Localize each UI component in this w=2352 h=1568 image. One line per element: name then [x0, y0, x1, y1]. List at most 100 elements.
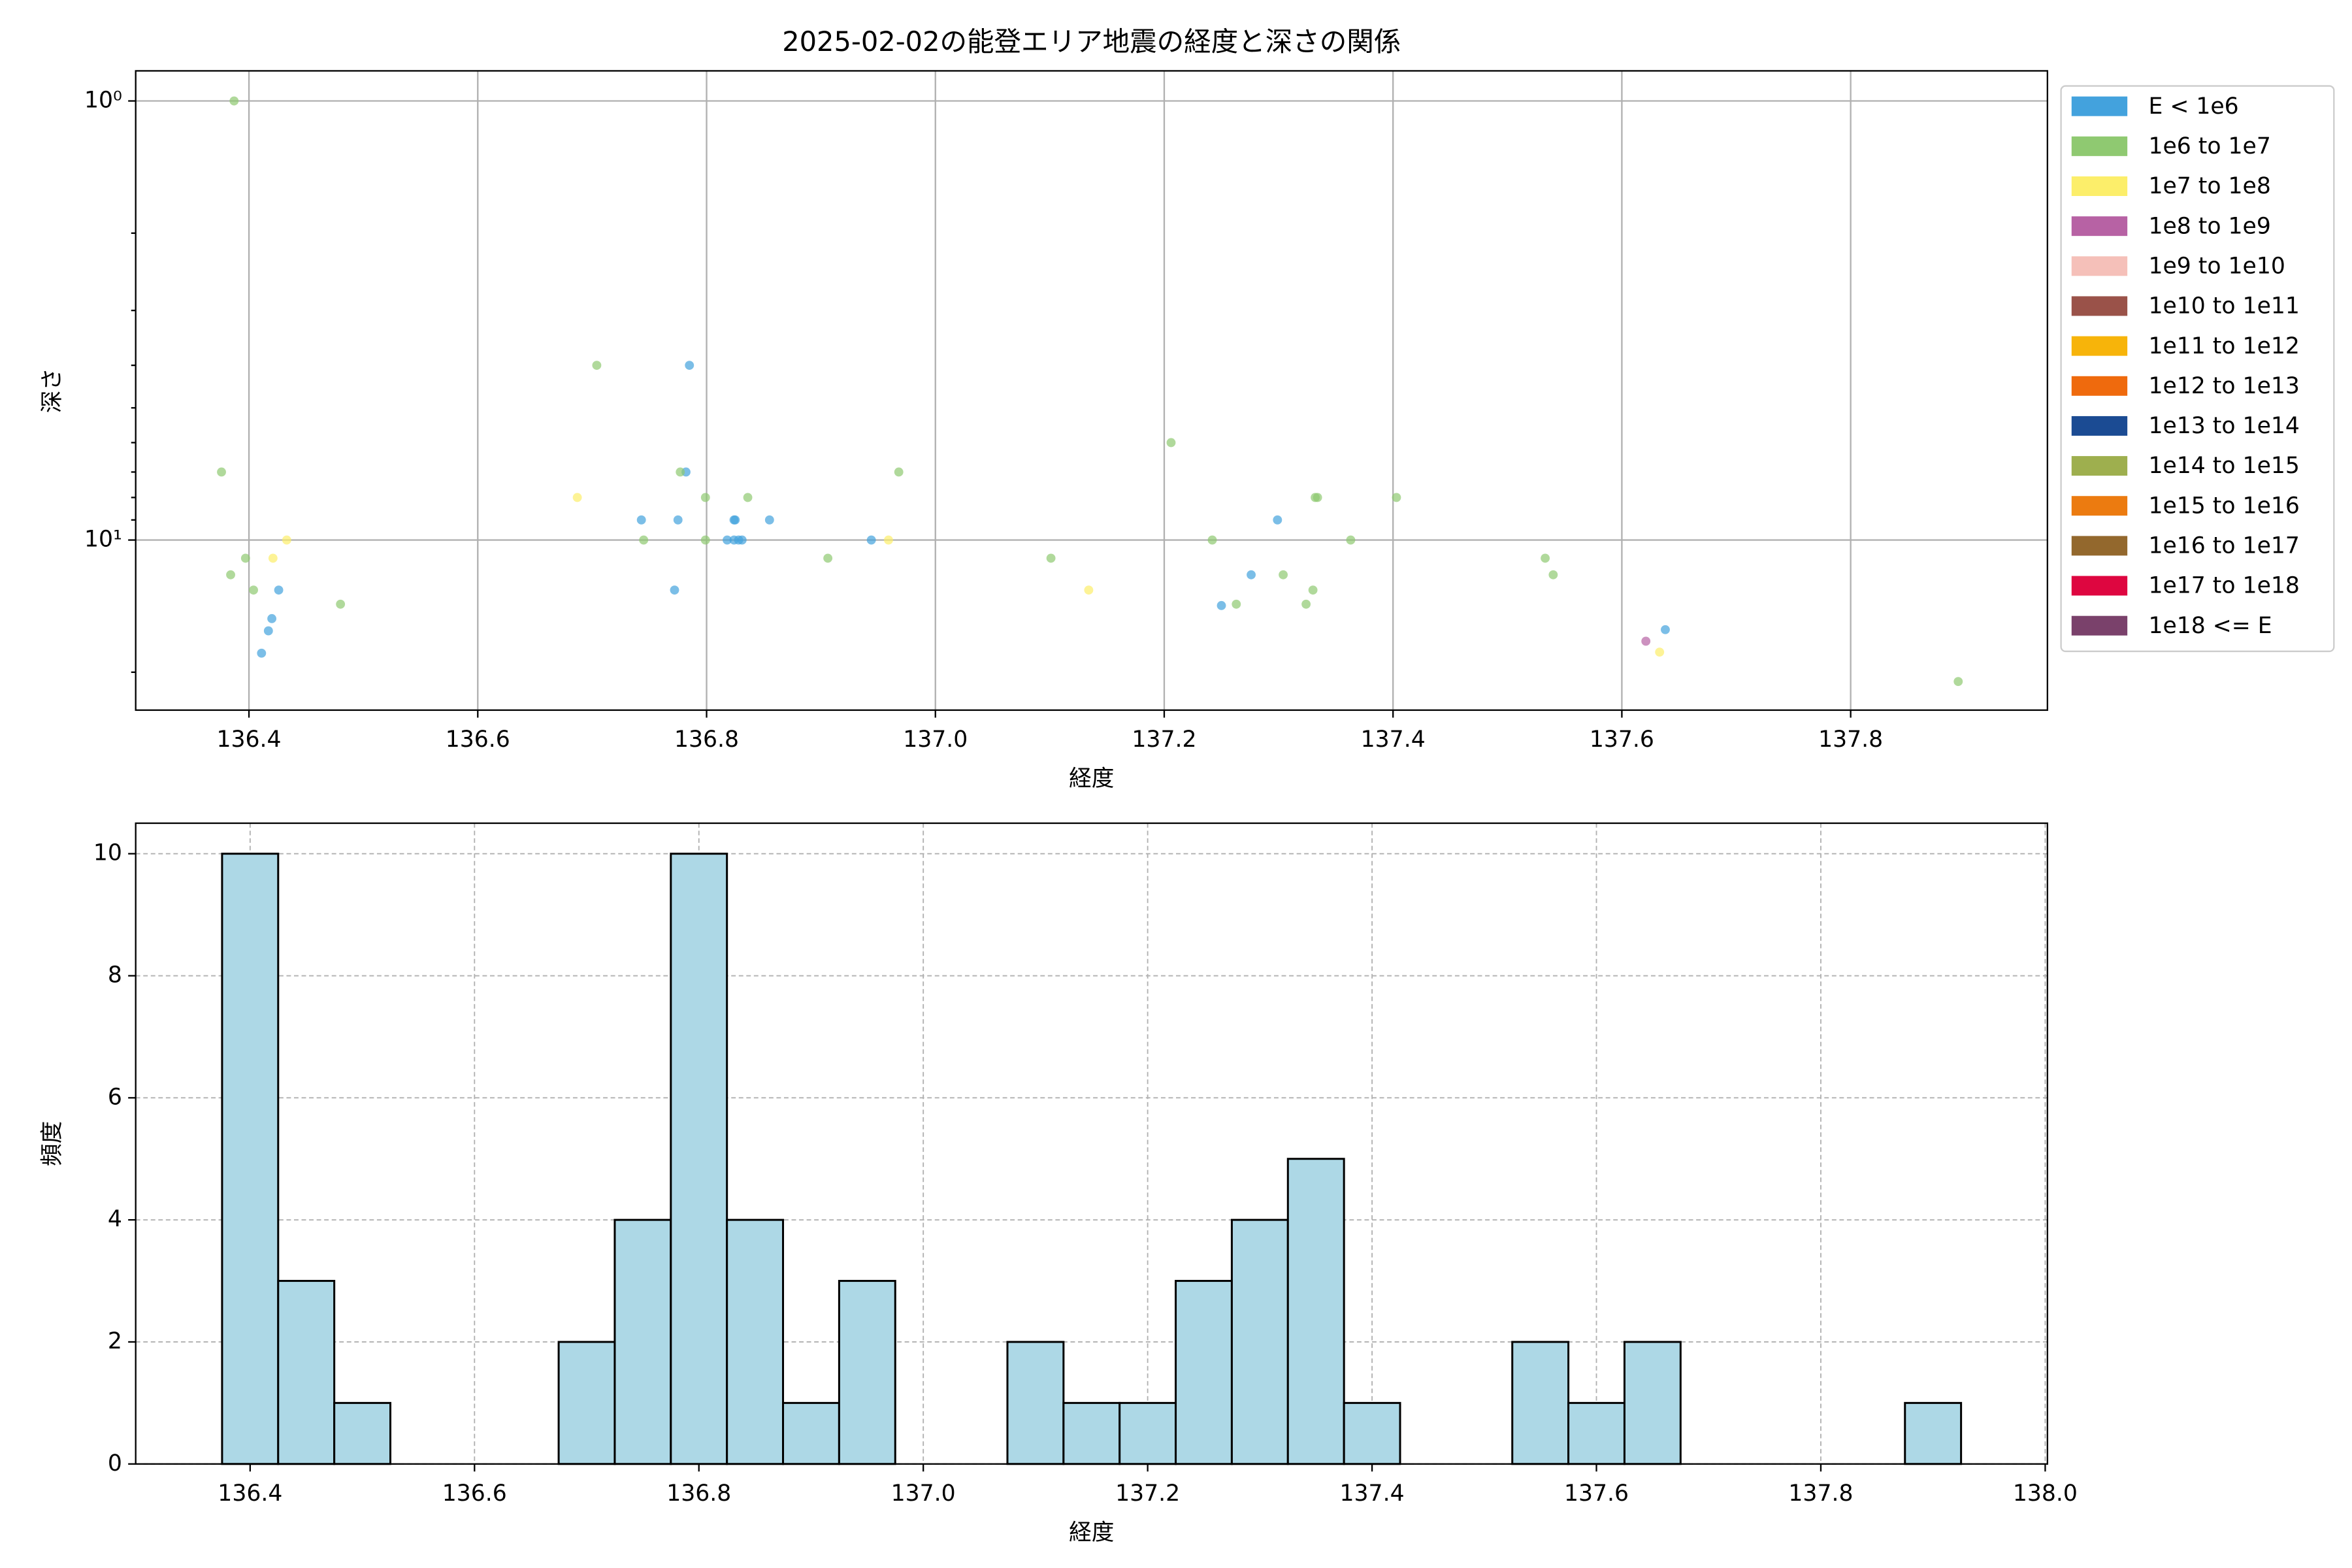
point	[217, 467, 226, 477]
x-tick-label: 136.6	[446, 727, 510, 753]
x-axis-label: 経度	[1069, 1520, 1114, 1546]
point	[1217, 600, 1226, 610]
x-tick-label: 136.4	[217, 727, 282, 753]
bar	[1904, 1401, 1963, 1465]
point	[636, 515, 646, 525]
x-tick-label: 137.6	[1590, 727, 1654, 753]
point	[282, 535, 291, 545]
legend-swatch	[2071, 576, 2128, 596]
legend-swatch	[2071, 96, 2128, 116]
bar	[333, 1401, 392, 1465]
bar	[1119, 1401, 1177, 1465]
legend-label: 1e16 to 1e17	[2148, 533, 2299, 559]
x-tick-label: 136.8	[674, 727, 739, 753]
point	[685, 361, 694, 370]
x-tick-label: 136.6	[442, 1480, 507, 1507]
bar	[1006, 1341, 1065, 1465]
y-tick-label: 10⁰	[84, 88, 122, 114]
point	[737, 535, 747, 545]
point	[1641, 636, 1651, 646]
point	[1392, 493, 1401, 502]
point	[267, 613, 277, 623]
bar	[1230, 1218, 1289, 1465]
point	[1301, 599, 1311, 609]
point	[1346, 535, 1356, 545]
point	[639, 535, 649, 545]
bar	[1175, 1280, 1233, 1465]
point	[723, 535, 732, 545]
bar	[557, 1341, 616, 1465]
y-tick-label: 4	[108, 1206, 122, 1232]
y-tick-label: 10	[93, 840, 122, 866]
point	[823, 553, 833, 563]
legend-swatch	[2071, 456, 2128, 476]
x-tick-label: 137.2	[1132, 727, 1196, 753]
point	[1166, 438, 1176, 448]
legend-label: 1e18 <= E	[2148, 613, 2272, 639]
point	[866, 535, 876, 545]
legend-label: 1e15 to 1e16	[2148, 493, 2299, 519]
point	[700, 493, 710, 502]
legend-label: 1e11 to 1e12	[2148, 333, 2299, 359]
point	[764, 515, 774, 525]
bar	[670, 853, 728, 1465]
y-tick-label: 10¹	[84, 527, 122, 553]
point	[249, 585, 258, 595]
x-tick-label: 137.8	[1788, 1480, 1853, 1507]
x-tick-label: 137.4	[1361, 727, 1426, 753]
point	[1661, 625, 1670, 634]
point	[673, 515, 683, 525]
point	[1232, 599, 1241, 609]
legend-swatch	[2071, 416, 2128, 436]
legend-label: 1e13 to 1e14	[2148, 413, 2299, 439]
point	[1279, 570, 1288, 580]
legend-label: E < 1e6	[2148, 93, 2238, 120]
y-tick-label: 6	[108, 1084, 122, 1110]
legend-swatch	[2071, 536, 2128, 556]
point	[884, 535, 893, 545]
point	[336, 599, 346, 609]
point	[592, 361, 602, 370]
legend-label: 1e6 to 1e7	[2148, 133, 2270, 159]
legend-swatch	[2071, 615, 2128, 636]
x-tick-label: 137.2	[1115, 1480, 1180, 1507]
point	[240, 553, 250, 563]
x-tick-label: 137.0	[891, 1480, 956, 1507]
bar	[1567, 1401, 1625, 1465]
bar	[1623, 1341, 1682, 1465]
legend-swatch	[2071, 336, 2128, 356]
legend-swatch	[2071, 256, 2128, 276]
point	[670, 585, 679, 595]
chart-title: 2025-02-02の能登エリア地震の経度と深さの関係	[782, 25, 1401, 57]
bar	[1062, 1401, 1121, 1465]
x-tick-label: 136.4	[218, 1480, 282, 1507]
legend-label: 1e9 to 1e10	[2148, 253, 2285, 279]
legend-swatch	[2071, 176, 2128, 196]
x-tick-label: 137.0	[903, 727, 968, 753]
point	[268, 553, 278, 563]
legend-label: 1e12 to 1e13	[2148, 373, 2299, 399]
x-tick-label: 138.0	[2013, 1480, 2078, 1507]
y-tick-label: 8	[108, 962, 122, 988]
legend-label: 1e10 to 1e11	[2148, 293, 2299, 319]
legend-label: 1e17 to 1e18	[2148, 573, 2299, 599]
bar	[613, 1218, 672, 1465]
x-tick-label: 137.4	[1340, 1480, 1405, 1507]
point	[1953, 677, 1963, 687]
bar	[838, 1280, 896, 1465]
point	[1548, 570, 1558, 580]
legend-swatch	[2071, 376, 2128, 396]
point	[743, 493, 753, 502]
legend-label: 1e14 to 1e15	[2148, 453, 2299, 479]
legend-swatch	[2071, 496, 2128, 516]
x-axis-label: 経度	[1069, 766, 1114, 792]
point	[1655, 647, 1665, 657]
point	[1207, 535, 1217, 545]
point	[226, 570, 235, 580]
legend-swatch	[2071, 216, 2128, 237]
legend-swatch	[2071, 136, 2128, 156]
x-tick-label: 137.8	[1818, 727, 1883, 753]
point	[1273, 515, 1282, 525]
bar	[1343, 1401, 1401, 1465]
